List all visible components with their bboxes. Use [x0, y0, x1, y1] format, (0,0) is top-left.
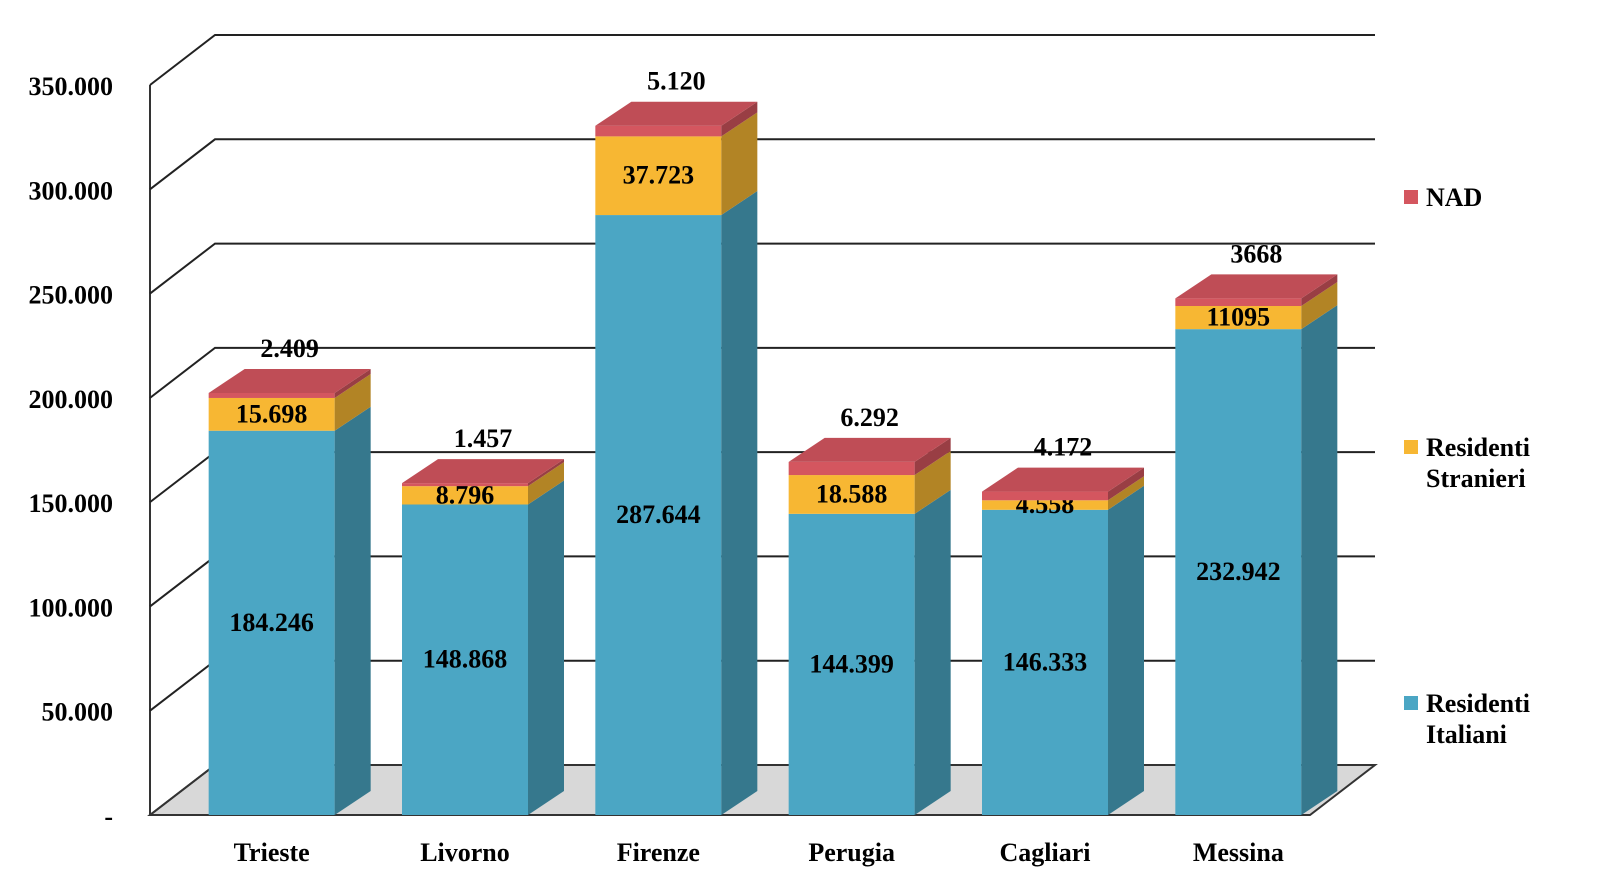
bar-segment [1175, 306, 1302, 330]
legend-item: Residenti Italiani [1404, 688, 1604, 750]
x-tick-label: Perugia [808, 838, 895, 867]
value-label: 287.644 [616, 500, 701, 529]
bar-segment [788, 513, 915, 815]
y-tick-label: 350.000 [29, 72, 114, 101]
bar-segment [208, 397, 335, 431]
y-tick-label: 150.000 [29, 489, 114, 518]
bar-side [334, 373, 371, 431]
grid-line [149, 34, 1375, 86]
legend-swatch [1404, 696, 1418, 710]
value-label: 15.698 [236, 399, 308, 428]
bar-segment [402, 504, 528, 815]
value-label: 148.868 [423, 645, 508, 674]
legend-swatch [1404, 190, 1418, 204]
bar-side [1108, 467, 1144, 501]
bar-side [528, 480, 564, 815]
value-label: 3668 [1230, 239, 1282, 268]
bar-segment [402, 483, 528, 487]
y-tick-label: 200.000 [29, 385, 114, 414]
bar-segment [208, 392, 335, 398]
bar-side [334, 406, 371, 815]
grid-line [149, 346, 1375, 399]
bar-top [402, 459, 564, 484]
y-tick-label: - [104, 802, 113, 831]
legend-item: NAD [1404, 182, 1604, 213]
bar-top [982, 467, 1144, 492]
legend-item: Residenti Stranieri [1404, 432, 1604, 494]
value-label: 6.292 [840, 403, 899, 432]
bar-segment [982, 500, 1108, 510]
y-tick-label: 50.000 [42, 698, 114, 727]
value-label: 1.457 [454, 424, 513, 453]
bar-segment [982, 509, 1108, 815]
bar-side [334, 368, 371, 398]
axis-line [149, 764, 216, 816]
legend-label: Residenti Stranieri [1426, 433, 1530, 493]
x-tick-label: Cagliari [1000, 838, 1091, 867]
value-label: 5.120 [647, 67, 706, 96]
bar-segment [402, 486, 528, 505]
bar-top [1175, 274, 1338, 299]
bar-side [721, 191, 758, 816]
bar-segment [1175, 298, 1302, 307]
bar-segment [1175, 329, 1302, 815]
bar-side [914, 437, 951, 476]
value-label: 4.172 [1034, 433, 1093, 462]
bar-segment [208, 430, 335, 815]
bar-side [1108, 476, 1144, 510]
bar-top [788, 437, 951, 462]
x-tick-label: Messina [1193, 838, 1284, 867]
value-label: 146.333 [1003, 647, 1088, 676]
value-label: 18.588 [816, 479, 888, 508]
bar-side [721, 112, 758, 216]
value-label: 232.942 [1196, 557, 1281, 586]
legend-swatch [1404, 440, 1418, 454]
bar-side [528, 459, 564, 487]
value-label: 184.246 [229, 608, 314, 637]
bar-segment [595, 215, 722, 816]
bar-segment [788, 461, 915, 476]
bar-segment [982, 491, 1108, 501]
value-label: 37.723 [623, 161, 695, 190]
bar-top [595, 101, 758, 126]
x-tick-label: Trieste [234, 838, 310, 867]
value-label: 144.399 [809, 649, 894, 678]
bar-segment [595, 136, 722, 216]
bar-side [1301, 274, 1338, 307]
bar-side [528, 462, 564, 505]
bar-side [914, 489, 951, 815]
y-tick-label: 250.000 [29, 281, 114, 310]
x-tick-label: Firenze [617, 838, 700, 867]
y-tick-label: 300.000 [29, 176, 114, 205]
grid-line [149, 242, 1375, 295]
x-tick-label: Livorno [420, 838, 510, 867]
bar-side [1301, 282, 1338, 330]
bar-top [208, 368, 371, 393]
bar-side [914, 451, 951, 514]
bar-segment [788, 475, 915, 514]
legend-label: Residenti Italiani [1426, 689, 1530, 749]
y-tick-label: 100.000 [29, 593, 114, 622]
grid-line [149, 138, 1375, 191]
bar-side [721, 101, 758, 137]
bar-side [1301, 305, 1338, 815]
bar-segment [595, 125, 722, 137]
legend-label: NAD [1426, 183, 1483, 212]
bar-side [1108, 485, 1144, 815]
value-label: 11095 [1207, 303, 1271, 332]
value-label: 2.409 [260, 334, 319, 363]
